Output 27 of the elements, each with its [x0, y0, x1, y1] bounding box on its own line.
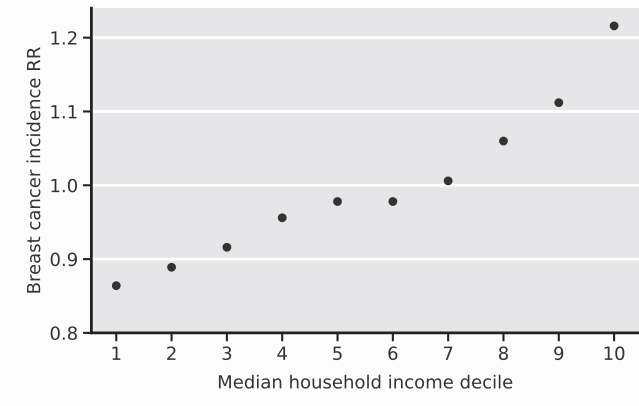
x-tick-label: 9 [554, 346, 564, 360]
point [388, 197, 398, 206]
y-axis-title: Breast cancer incidence RR [26, 47, 40, 293]
point [222, 242, 232, 252]
point [444, 176, 453, 186]
x-tick-label: 8 [498, 346, 508, 360]
point [554, 98, 564, 107]
point [333, 197, 342, 206]
x-tick-label: 4 [277, 346, 287, 360]
x-axis-title: Median household income decile [218, 374, 512, 389]
x-tick-label: 3 [222, 346, 232, 360]
y-tick-label: 0.9 [50, 252, 77, 266]
x-tick-label: 7 [444, 346, 452, 360]
x-tick-label: 6 [388, 346, 398, 360]
point [610, 21, 618, 30]
y-tick-label: 1.1 [51, 105, 77, 118]
y-tick-label: 1.0 [51, 178, 77, 192]
y-tick-label: 0.8 [50, 326, 77, 340]
point [499, 136, 508, 146]
x-tick-label: 5 [333, 346, 342, 360]
x-tick-label: 2 [167, 346, 176, 360]
point [112, 281, 121, 290]
point [167, 262, 176, 272]
x-tick-label: 1 [112, 346, 120, 360]
point [278, 213, 287, 222]
y-tick-label: 1.2 [51, 31, 76, 45]
x-tick-label: 10 [604, 346, 624, 360]
